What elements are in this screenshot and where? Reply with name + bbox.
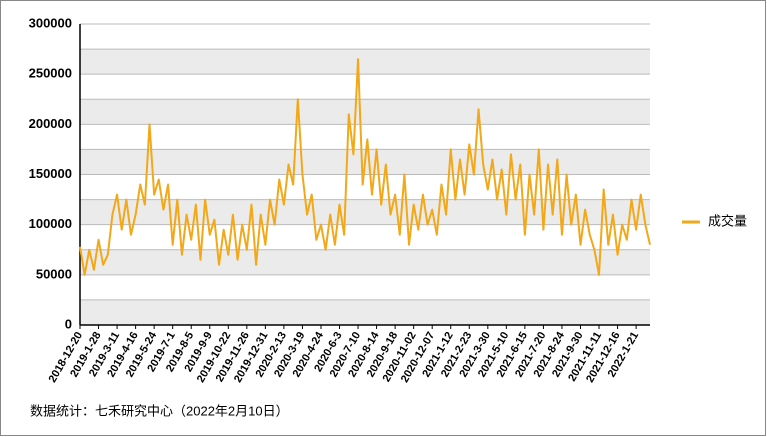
source-note: 数据统计：七禾研究中心（2022年2月10日） (30, 403, 289, 418)
y-tick-label: 0 (65, 316, 72, 331)
y-tick-label: 300000 (29, 15, 72, 30)
y-tick-label: 50000 (36, 266, 72, 281)
grid-band (80, 49, 650, 75)
y-tick-label: 100000 (29, 216, 72, 231)
legend-label: 成交量 (708, 213, 747, 228)
grid-band (80, 249, 650, 275)
data-line (79, 58, 651, 276)
grid-band (80, 299, 650, 325)
y-tick-label: 150000 (29, 166, 72, 181)
grid-band (80, 99, 650, 125)
y-tick-label: 250000 (29, 66, 72, 81)
y-tick-label: 200000 (29, 116, 72, 131)
